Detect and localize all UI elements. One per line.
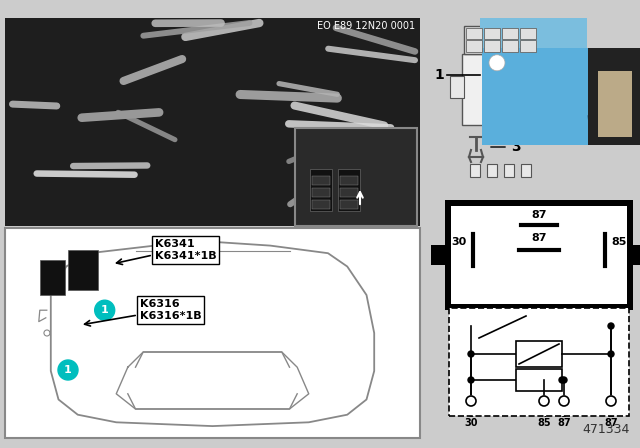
Circle shape: [559, 377, 565, 383]
Text: 30: 30: [451, 237, 467, 247]
Bar: [487, 164, 497, 177]
Bar: [502, 28, 518, 39]
Circle shape: [466, 396, 476, 406]
Bar: [295, 128, 417, 226]
Circle shape: [468, 351, 474, 357]
Bar: [470, 164, 480, 177]
Bar: [451, 206, 627, 304]
Bar: [312, 176, 330, 185]
Text: 87: 87: [531, 233, 547, 243]
Text: 85: 85: [537, 418, 551, 428]
Bar: [516, 369, 562, 391]
Circle shape: [559, 396, 569, 406]
Text: 85: 85: [611, 237, 627, 247]
Bar: [520, 28, 536, 39]
Text: 4: 4: [541, 409, 547, 419]
Bar: [598, 71, 632, 89]
Bar: [5, 228, 420, 438]
Text: 1: 1: [101, 305, 109, 315]
Circle shape: [539, 396, 549, 406]
Circle shape: [58, 360, 78, 380]
Bar: [310, 169, 332, 211]
Text: K6341
K6341*1B: K6341 K6341*1B: [155, 239, 216, 261]
Bar: [312, 200, 330, 209]
Bar: [480, 18, 587, 48]
Bar: [338, 169, 360, 211]
Bar: [450, 76, 464, 98]
Bar: [598, 86, 632, 104]
Text: 87: 87: [557, 418, 571, 428]
Bar: [40, 260, 65, 295]
Bar: [431, 245, 445, 265]
Bar: [598, 103, 632, 121]
Bar: [340, 176, 358, 185]
Text: 87: 87: [531, 210, 547, 220]
Bar: [516, 341, 562, 367]
Bar: [633, 245, 640, 265]
Text: 3: 3: [511, 140, 520, 154]
Text: 471334: 471334: [582, 423, 630, 436]
Text: 30: 30: [464, 418, 477, 428]
Text: 1: 1: [64, 365, 72, 375]
Bar: [484, 28, 500, 39]
Text: K6316
K6316*1B: K6316 K6316*1B: [140, 299, 202, 321]
Bar: [466, 40, 482, 52]
Bar: [598, 120, 632, 137]
Text: 2: 2: [565, 63, 575, 77]
Bar: [504, 164, 514, 177]
Text: 87: 87: [604, 418, 618, 428]
Bar: [482, 48, 593, 145]
Bar: [521, 164, 531, 177]
Circle shape: [95, 300, 115, 320]
Bar: [312, 188, 330, 197]
Text: 2: 2: [607, 409, 614, 419]
Text: 1: 1: [435, 68, 444, 82]
Bar: [5, 18, 420, 226]
Circle shape: [468, 377, 474, 383]
Circle shape: [608, 351, 614, 357]
Bar: [462, 53, 542, 125]
Circle shape: [606, 396, 616, 406]
Text: 5: 5: [561, 409, 568, 419]
Bar: [340, 188, 358, 197]
Bar: [520, 40, 536, 52]
Text: 6: 6: [468, 409, 474, 419]
Bar: [502, 40, 518, 52]
Bar: [588, 48, 640, 145]
Circle shape: [561, 377, 567, 383]
Bar: [466, 28, 482, 39]
Bar: [340, 200, 358, 209]
Bar: [464, 26, 540, 53]
Bar: [445, 200, 633, 310]
Bar: [484, 40, 500, 52]
Bar: [68, 250, 98, 290]
Bar: [449, 308, 629, 416]
Circle shape: [489, 55, 505, 71]
Text: EO E89 12N20 0001: EO E89 12N20 0001: [317, 21, 415, 31]
Circle shape: [608, 323, 614, 329]
Polygon shape: [587, 115, 602, 145]
